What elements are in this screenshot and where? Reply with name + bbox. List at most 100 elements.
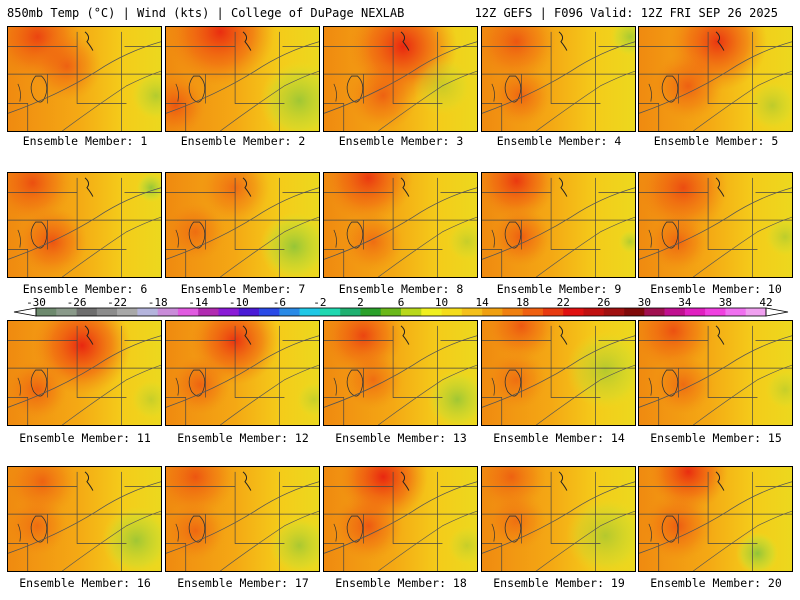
colorbar-bin [563, 308, 584, 316]
colorbar-tick-label: 30 [638, 296, 651, 309]
colorbar-bin [299, 308, 321, 316]
colorbar-tick-label: -2 [313, 296, 326, 309]
colorbar-bin [198, 308, 219, 316]
ensemble-map-panel [165, 466, 320, 572]
colorbar-tick-label: -10 [229, 296, 249, 309]
colorbar-bin [441, 308, 463, 316]
ensemble-map-panel [7, 320, 162, 426]
colorbar-tick-label: -18 [148, 296, 168, 309]
colorbar-bin [644, 308, 665, 316]
colorbar-tick-label: 34 [678, 296, 692, 309]
colorbar-bin [502, 308, 523, 316]
temperature-map [8, 321, 161, 425]
temperature-map [482, 27, 635, 131]
page-title: 850mb Temp (°C) | Wind (kts) | College o… [7, 6, 405, 20]
colorbar-tick-label: 22 [557, 296, 570, 309]
ensemble-map-panel [165, 26, 320, 132]
colorbar-tick-label: 14 [475, 296, 489, 309]
ensemble-member-label: Ensemble Member: 14 [493, 431, 625, 445]
ensemble-member-label: Ensemble Member: 20 [650, 576, 782, 590]
colorbar-bin [664, 308, 686, 316]
colorbar-tick-label: 10 [435, 296, 448, 309]
colorbar-bin [319, 308, 341, 316]
ensemble-map-panel [481, 466, 636, 572]
ensemble-map-panel [323, 320, 478, 426]
temperature-map [324, 467, 477, 571]
ensemble-member-label: Ensemble Member: 16 [19, 576, 151, 590]
colorbar-bin [157, 308, 179, 316]
ensemble-map-panel [7, 26, 162, 132]
colorbar-bin [137, 308, 158, 316]
colorbar-outline [35, 307, 767, 317]
colorbar-bin [705, 308, 726, 316]
ensemble-member-label: Ensemble Member: 5 [653, 134, 779, 148]
colorbar-bin [177, 308, 199, 316]
temperature-map [639, 27, 792, 131]
colorbar-tick-label: 18 [516, 296, 529, 309]
colorbar-bin [56, 308, 77, 316]
colorbar-tick-label: -22 [107, 296, 127, 309]
colorbar-tick-label: 2 [357, 296, 364, 309]
colorbar-bin [218, 308, 240, 316]
ensemble-map-panel [481, 172, 636, 278]
ensemble-member-label: Ensemble Member: 17 [177, 576, 309, 590]
colorbar-bin [725, 308, 747, 316]
ensemble-map-panel [7, 172, 162, 278]
colorbar-bin [522, 308, 544, 316]
colorbar-bin [745, 308, 767, 316]
ensemble-member-label: Ensemble Member: 4 [496, 134, 622, 148]
ensemble-member-label: Ensemble Member: 6 [22, 282, 148, 296]
ensemble-member-label: Ensemble Member: 11 [19, 431, 151, 445]
ensemble-map-panel [638, 320, 793, 426]
ensemble-map-panel [638, 26, 793, 132]
ensemble-map-panel [638, 466, 793, 572]
ensemble-map-panel [323, 466, 478, 572]
ensemble-map-panel [165, 320, 320, 426]
colorbar-tick-label: -26 [67, 296, 87, 309]
temperature-map [639, 467, 792, 571]
colorbar-bin [542, 308, 564, 316]
colorbar-bin [76, 308, 98, 316]
ensemble-map-panel [165, 172, 320, 278]
colorbar-bin [238, 308, 260, 316]
colorbar-bin [279, 308, 300, 316]
colorbar-tick-label: 26 [597, 296, 610, 309]
colorbar-bin [259, 308, 280, 316]
colorbar-bin [36, 308, 57, 316]
ensemble-map-panel [323, 26, 478, 132]
temperature-map [482, 467, 635, 571]
colorbar-bin [461, 308, 483, 316]
temperature-map [8, 173, 161, 277]
colorbar-bin [380, 308, 402, 316]
colorbar-bin [360, 308, 382, 316]
temperature-map [482, 321, 635, 425]
colorbar: -30 -26 -22 -18 -14 -10 -6 -2 2 6 10 14 18 22 26 30 34 38… [13, 296, 789, 317]
ensemble-map-panel [481, 320, 636, 426]
ensemble-map-panel [323, 172, 478, 278]
ensemble-member-label: Ensemble Member: 1 [22, 134, 148, 148]
colorbar-bin [624, 308, 645, 316]
ensemble-map-panel [7, 466, 162, 572]
ensemble-member-label: Ensemble Member: 2 [180, 134, 306, 148]
temperature-map [166, 321, 319, 425]
colorbar-tick-label: -14 [188, 296, 208, 309]
colorbar-bin [117, 308, 138, 316]
colorbar-bin [482, 308, 503, 316]
colorbar-tick-label: -30 [26, 296, 46, 309]
colorbar-bin [684, 308, 706, 316]
temperature-map [8, 467, 161, 571]
colorbar-bin [603, 308, 625, 316]
ensemble-member-label: Ensemble Member: 12 [177, 431, 309, 445]
colorbar-tick-label: 42 [759, 296, 772, 309]
colorbar-tick-label: 38 [719, 296, 732, 309]
ensemble-member-label: Ensemble Member: 19 [493, 576, 625, 590]
ensemble-member-label: Ensemble Member: 7 [180, 282, 306, 296]
colorbar-high-arrow [765, 307, 789, 317]
temperature-map [639, 173, 792, 277]
ensemble-member-label: Ensemble Member: 8 [338, 282, 464, 296]
colorbar-tick-label: 6 [398, 296, 405, 309]
colorbar-bin [583, 308, 605, 316]
temperature-map [324, 27, 477, 131]
temperature-map [166, 467, 319, 571]
temperature-map [8, 27, 161, 131]
